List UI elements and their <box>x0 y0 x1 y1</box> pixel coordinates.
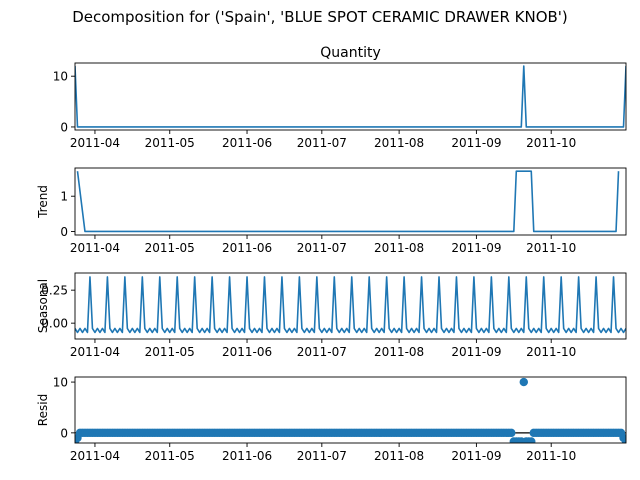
y-tick-label: 10 <box>53 376 68 390</box>
series-line-2 <box>76 170 620 233</box>
plot-area-2 <box>76 170 620 233</box>
plot-area-4 <box>75 377 626 443</box>
x-tick-label: 2011-07 <box>297 449 347 463</box>
panel-title: Quantity <box>320 45 381 61</box>
x-tick-label: 2011-04 <box>70 136 120 150</box>
x-tick-label: 2011-08 <box>374 345 424 359</box>
series-line-1 <box>75 65 626 128</box>
axes-frame-4 <box>74 376 627 444</box>
y-tick-label: 0 <box>60 225 68 239</box>
x-tick-label: 2011-06 <box>222 345 272 359</box>
x-tick-label: 2011-06 <box>222 449 272 463</box>
y-tick-label: 0 <box>60 120 68 134</box>
x-tick-label: 2011-05 <box>145 241 195 255</box>
y-tick-label: 0 <box>60 426 68 440</box>
x-tick-label: 2011-09 <box>451 241 501 255</box>
x-tick-label: 2011-08 <box>374 136 424 150</box>
axes-frame-1 <box>74 62 627 131</box>
x-tick-label: 2011-04 <box>70 449 120 463</box>
panel-1: 2011-04 2011-05 2011-06 2011-07 2011-08 2011-… <box>53 45 627 150</box>
x-tick-label: 2011-07 <box>297 241 347 255</box>
x-tick-label: 2011-05 <box>145 449 195 463</box>
x-tick-label: 2011-08 <box>374 449 424 463</box>
x-tick-label: 2011-10 <box>526 345 576 359</box>
x-tick-label: 2011-09 <box>451 449 501 463</box>
y-axis-label: Resid <box>36 394 50 426</box>
x-tick-label: 2011-10 <box>526 241 576 255</box>
x-tick-label: 2011-10 <box>526 449 576 463</box>
x-tick-label: 2011-08 <box>374 241 424 255</box>
x-tick-label: 2011-06 <box>222 241 272 255</box>
figure-suptitle: Decomposition for ('Spain', 'BLUE SPOT C… <box>72 8 568 26</box>
y-tick-label: 1 <box>60 190 68 204</box>
x-tick-label: 2011-04 <box>70 345 120 359</box>
resid-point <box>621 437 626 443</box>
x-tick-label: 2011-07 <box>297 345 347 359</box>
plot-area-1 <box>75 65 626 128</box>
panel-3: 2011-04 2011-05 2011-06 2011-07 2011-08 2011-… <box>36 272 627 359</box>
y-tick-label: 10 <box>53 70 68 84</box>
x-tick-label: 2011-04 <box>70 241 120 255</box>
y-axis-label: Seasonal <box>36 279 50 333</box>
seasonal-line <box>75 276 626 334</box>
axes-frame-3 <box>74 272 627 340</box>
y-axis-label: Trend <box>36 185 50 219</box>
plot-area-3 <box>75 276 626 334</box>
y-tick-label: 0.00 <box>41 317 68 331</box>
resid-point <box>527 437 536 443</box>
x-tick-label: 2011-09 <box>451 136 501 150</box>
x-tick-label: 2011-07 <box>297 136 347 150</box>
resid-point <box>519 377 528 387</box>
x-tick-label: 2011-05 <box>145 345 195 359</box>
x-tick-label: 2011-09 <box>451 345 501 359</box>
resid-point <box>507 428 516 438</box>
y-tick-label: 0.25 <box>41 284 68 298</box>
x-tick-label: 2011-06 <box>222 136 272 150</box>
panels: 2011-04 2011-05 2011-06 2011-07 2011-08 2011-… <box>36 45 627 463</box>
axes-frame-2 <box>74 167 627 236</box>
x-tick-label: 2011-10 <box>526 136 576 150</box>
panel-4: 2011-04 2011-05 2011-06 2011-07 2011-08 2011-… <box>36 376 627 463</box>
x-tick-label: 2011-05 <box>145 136 195 150</box>
panel-2: 2011-04 2011-05 2011-06 2011-07 2011-08 2011-… <box>36 167 627 255</box>
